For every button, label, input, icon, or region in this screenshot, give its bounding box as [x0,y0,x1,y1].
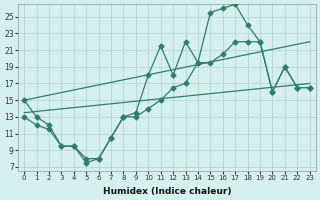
X-axis label: Humidex (Indice chaleur): Humidex (Indice chaleur) [103,187,231,196]
